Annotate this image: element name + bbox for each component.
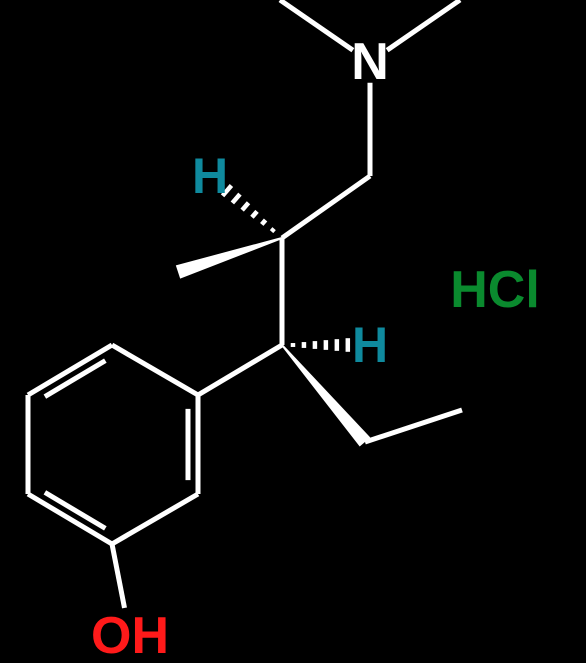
- bond-line: [112, 494, 198, 544]
- atom-label-h2: H: [352, 317, 388, 373]
- bond-line: [112, 544, 125, 608]
- wedge-bond: [176, 237, 282, 279]
- bond-line: [252, 211, 257, 217]
- atom-label-n: N: [351, 33, 389, 91]
- bond-line: [365, 410, 462, 442]
- atom-label-h1: H: [192, 148, 228, 204]
- bond-line: [198, 345, 282, 395]
- bond-line: [272, 229, 275, 232]
- atom-label-hcl: HCl: [450, 261, 540, 319]
- bond-line: [387, 0, 460, 50]
- bond-line: [28, 494, 112, 544]
- bond-line: [242, 203, 248, 210]
- bond-line: [280, 0, 353, 50]
- bond-line: [282, 176, 370, 238]
- bond-line: [262, 220, 266, 224]
- bond-line: [28, 345, 112, 395]
- bond-line: [112, 345, 198, 395]
- bond-line: [232, 194, 240, 203]
- atom-label-oh: OH: [91, 607, 169, 663]
- molecule-diagram: N H H OH HCl: [0, 0, 586, 663]
